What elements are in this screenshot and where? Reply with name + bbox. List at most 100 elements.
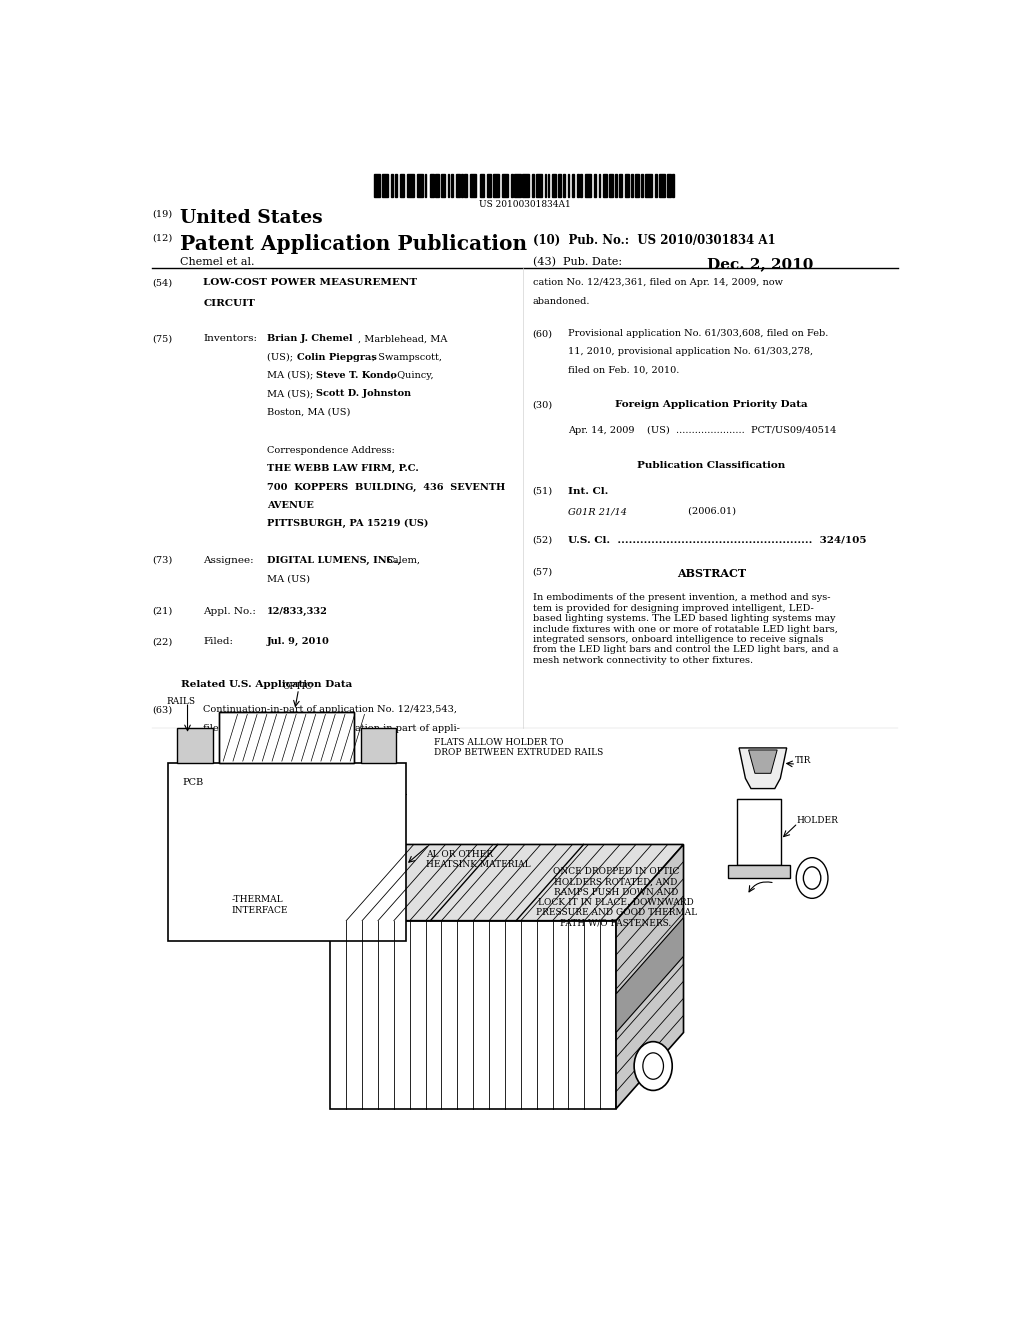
Bar	[435, 174, 439, 197]
Text: OPTIC: OPTIC	[283, 682, 312, 690]
Text: Correspondence Address:: Correspondence Address:	[267, 446, 394, 455]
Text: Boston, MA (US): Boston, MA (US)	[267, 408, 350, 416]
Bar	[602, 174, 606, 197]
Bar	[177, 727, 213, 763]
Bar	[382, 174, 388, 197]
Bar	[394, 174, 397, 197]
Text: abandoned.: abandoned.	[532, 297, 590, 306]
Bar	[494, 174, 500, 197]
Bar	[599, 174, 600, 197]
Circle shape	[797, 858, 828, 899]
Bar	[728, 865, 791, 878]
Text: (22): (22)	[152, 638, 172, 645]
Text: CIRCUIT: CIRCUIT	[204, 298, 255, 308]
Bar	[620, 174, 622, 197]
Bar	[400, 174, 404, 197]
Text: U.S. Cl.  ....................................................  324/105: U.S. Cl. ...............................…	[568, 536, 867, 544]
Text: United States: United States	[179, 210, 323, 227]
Text: , Marblehead, MA: , Marblehead, MA	[358, 334, 447, 343]
Text: LOW-COST POWER MEASUREMENT: LOW-COST POWER MEASUREMENT	[204, 279, 418, 288]
Bar	[531, 174, 535, 197]
Bar	[502, 174, 508, 197]
Bar	[168, 763, 406, 941]
Bar	[470, 174, 476, 197]
Text: (73): (73)	[152, 556, 172, 565]
Bar	[641, 174, 643, 197]
Text: PCB: PCB	[182, 779, 203, 788]
Text: (60): (60)	[532, 329, 553, 338]
Text: ABSTRACT: ABSTRACT	[677, 568, 745, 579]
Text: Brian J. Chemel: Brian J. Chemel	[267, 334, 352, 343]
Polygon shape	[749, 750, 777, 774]
Bar	[585, 174, 592, 197]
Bar	[219, 713, 354, 763]
Text: (75): (75)	[152, 334, 172, 343]
Text: Related U.S. Application Data: Related U.S. Application Data	[181, 680, 352, 689]
Text: In embodiments of the present invention, a method and sys-
tem is provided for d: In embodiments of the present invention,…	[532, 594, 839, 665]
Bar	[548, 174, 550, 197]
Circle shape	[634, 1041, 672, 1090]
Text: Continuation-in-part of application No. 12/423,543,: Continuation-in-part of application No. …	[204, 705, 458, 714]
Bar	[625, 174, 629, 197]
Text: Assignee:: Assignee:	[204, 556, 254, 565]
Text: MA (US): MA (US)	[267, 574, 310, 583]
Text: (51): (51)	[532, 487, 553, 496]
Polygon shape	[616, 917, 684, 1032]
Text: 11, 2010, provisional application No. 61/303,278,: 11, 2010, provisional application No. 61…	[568, 347, 814, 356]
Text: filed on Apr. 14, 2009, Continuation-in-part of appli-: filed on Apr. 14, 2009, Continuation-in-…	[204, 723, 460, 733]
Bar	[567, 174, 569, 197]
Bar	[374, 174, 380, 197]
Text: AVENUE: AVENUE	[267, 500, 313, 510]
Bar	[594, 174, 596, 197]
Bar	[456, 174, 460, 197]
Bar	[391, 174, 393, 197]
Text: , Swampscott,: , Swampscott,	[373, 352, 442, 362]
Text: FLATS ALLOW HOLDER TO
DROP BETWEEN EXTRUDED RAILS: FLATS ALLOW HOLDER TO DROP BETWEEN EXTRU…	[433, 738, 603, 758]
Polygon shape	[331, 845, 684, 921]
Bar	[563, 174, 565, 197]
Text: filed on Feb. 10, 2010.: filed on Feb. 10, 2010.	[568, 366, 680, 375]
Bar	[578, 174, 579, 197]
Text: Colin Piepgras: Colin Piepgras	[297, 352, 377, 362]
Bar	[430, 174, 433, 197]
Text: (43)  Pub. Date:: (43) Pub. Date:	[532, 257, 622, 268]
Text: Steve T. Kondo: Steve T. Kondo	[316, 371, 397, 380]
Text: Salem,: Salem,	[383, 556, 420, 565]
Polygon shape	[739, 748, 786, 788]
Text: Patent Application Publication: Patent Application Publication	[179, 234, 526, 253]
Text: , Quincy,: , Quincy,	[391, 371, 434, 380]
Text: Int. Cl.: Int. Cl.	[568, 487, 609, 496]
Bar	[536, 174, 543, 197]
Text: ONCE DROPPED IN OPTIC
HOLDERS ROTATED, AND
RAMPS PUSH DOWN AND
LOCK IT IN PLACE.: ONCE DROPPED IN OPTIC HOLDERS ROTATED, A…	[536, 867, 696, 928]
Text: HOLDER: HOLDER	[797, 816, 838, 825]
Text: -THERMAL
INTERFACE: -THERMAL INTERFACE	[231, 895, 288, 915]
Text: Appl. No.:: Appl. No.:	[204, 607, 256, 615]
Bar	[645, 174, 652, 197]
Bar	[581, 174, 582, 197]
Bar	[479, 174, 483, 197]
Bar	[635, 174, 639, 197]
Text: DIGITAL LUMENS, INC.,: DIGITAL LUMENS, INC.,	[267, 556, 401, 565]
Text: Inventors:: Inventors:	[204, 334, 257, 343]
Bar	[425, 174, 426, 197]
Bar	[447, 174, 450, 197]
Text: RAILS: RAILS	[166, 697, 196, 706]
Bar	[631, 174, 633, 197]
Text: (12): (12)	[152, 234, 172, 243]
Text: THE WEBB LAW FIRM, P.C.: THE WEBB LAW FIRM, P.C.	[267, 465, 419, 474]
Bar	[572, 174, 574, 197]
Text: 700  KOPPERS  BUILDING,  436  SEVENTH: 700 KOPPERS BUILDING, 436 SEVENTH	[267, 483, 505, 491]
Text: MA (US);: MA (US);	[267, 389, 316, 399]
Bar	[451, 174, 454, 197]
Text: Filed:: Filed:	[204, 638, 233, 645]
Text: US 20100301834A1: US 20100301834A1	[479, 201, 570, 209]
Text: (52): (52)	[532, 536, 553, 544]
Bar	[219, 713, 354, 763]
Text: (US);: (US);	[267, 352, 296, 362]
Bar	[465, 174, 467, 197]
Text: 12/833,332: 12/833,332	[267, 607, 328, 615]
Bar	[545, 174, 546, 197]
Bar	[673, 174, 674, 197]
Text: Apr. 14, 2009    (US)  ......................  PCT/US09/40514: Apr. 14, 2009 (US) .....................…	[568, 426, 837, 434]
Bar	[522, 174, 528, 197]
